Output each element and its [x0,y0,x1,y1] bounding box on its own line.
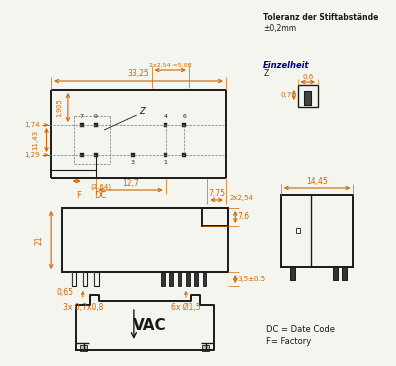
Text: 3: 3 [131,160,135,164]
Bar [62,208,228,272]
Bar [164,123,168,127]
Bar [80,153,84,157]
Bar [296,228,300,233]
Text: F= Factory: F= Factory [266,337,311,347]
Bar [194,272,198,286]
Bar [182,123,186,127]
Text: Toleranz der Stiftabstände: Toleranz der Stiftabstände [263,14,379,22]
Bar [304,91,312,105]
Text: VAC: VAC [133,318,166,333]
Text: 11,43: 11,43 [32,130,38,150]
Bar [80,123,84,127]
Bar [281,195,353,267]
Text: 3x 0,7x0,8: 3x 0,7x0,8 [63,303,103,312]
Text: 33,25: 33,25 [128,69,149,78]
Text: F: F [76,191,82,201]
Bar [94,123,98,127]
Bar [161,272,165,286]
Text: 9: 9 [94,115,98,120]
Text: (2,64): (2,64) [90,184,111,190]
Text: 2x2,54: 2x2,54 [230,195,253,201]
Text: 7,75: 7,75 [208,189,225,198]
Bar [177,272,181,286]
Bar [80,345,88,351]
Text: 1,905: 1,905 [56,98,62,117]
Text: 1,74: 1,74 [25,122,40,128]
Text: DC = Date Code: DC = Date Code [266,325,335,335]
Bar [131,153,135,157]
Text: 7: 7 [80,115,84,120]
Text: 0,7: 0,7 [281,92,292,98]
Text: 0,6: 0,6 [302,74,313,80]
Bar [164,153,168,157]
Text: 12,7: 12,7 [122,179,139,188]
Bar [297,85,318,107]
Text: DC: DC [94,191,107,201]
Bar [202,345,209,351]
Bar [72,272,76,286]
Text: 4: 4 [164,115,168,120]
Bar [333,267,337,280]
Text: 3,5±0.5: 3,5±0.5 [237,276,265,282]
Text: Z: Z [139,108,145,116]
Text: ±0,2mm: ±0,2mm [263,23,296,33]
Text: 21: 21 [35,235,44,245]
Text: 1,29: 1,29 [25,152,40,158]
Text: 6: 6 [182,115,186,120]
Bar [290,267,295,280]
Bar [94,272,99,286]
Text: 6x Ø1,5: 6x Ø1,5 [171,303,201,312]
Text: 1: 1 [164,160,168,164]
Bar [342,267,347,280]
Bar [182,153,186,157]
Bar [202,208,228,226]
Bar [203,272,206,286]
Text: Einzelheit: Einzelheit [263,60,310,70]
Text: 2x2,54 =5,08: 2x2,54 =5,08 [149,63,191,68]
Text: 7,6: 7,6 [237,213,249,221]
Bar [169,272,173,286]
Text: 0,65: 0,65 [57,288,74,298]
Bar [83,272,88,286]
Bar [186,272,190,286]
Text: Z: Z [263,70,268,78]
Text: 14,45: 14,45 [306,177,328,186]
Bar [94,153,98,157]
